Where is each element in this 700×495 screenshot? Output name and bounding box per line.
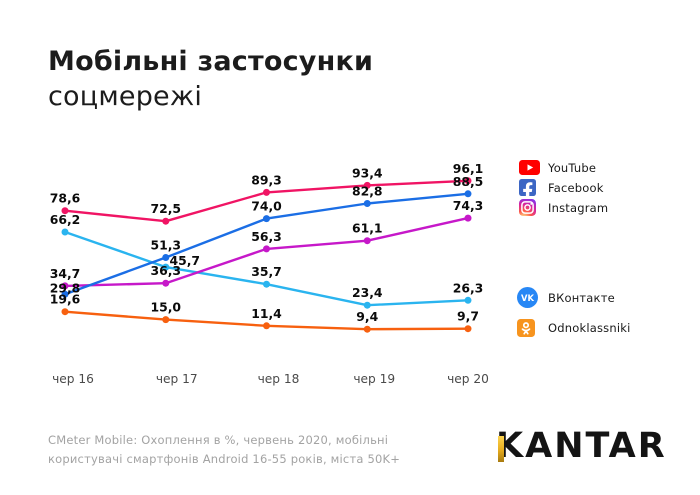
value-label: 9,7	[457, 309, 479, 324]
value-label: 78,6	[50, 191, 81, 206]
x-axis-label: чер 16	[52, 372, 94, 386]
legend-item-instagram: Instagram	[519, 199, 608, 216]
value-label: 11,4	[251, 306, 282, 321]
youtube-icon	[519, 160, 542, 175]
data-point-instagram	[263, 245, 270, 253]
source-note-line1: CMeter Mobile: Охоплення в %, червень 20…	[48, 433, 389, 447]
legend-label: YouTube	[548, 160, 597, 175]
x-axis-label: чер 17	[156, 372, 198, 386]
legend-item-youtube: YouTube	[519, 159, 608, 176]
legend-label: Instagram	[548, 200, 609, 215]
value-label: 89,3	[251, 172, 282, 187]
data-point-вконтакте	[464, 296, 472, 304]
x-axis-label: чер 20	[447, 372, 489, 386]
legend-label: ВКонтакте	[548, 290, 615, 305]
value-label: 61,1	[352, 221, 383, 236]
data-point-odnoklassniki	[363, 325, 371, 333]
value-label: 72,5	[150, 201, 181, 216]
value-label: 93,4	[352, 165, 383, 180]
legend-item-odnoklassniki: Odnoklassniki	[517, 317, 631, 338]
value-label: 82,8	[352, 184, 383, 199]
value-label: 15,0	[150, 300, 181, 315]
ok-icon	[517, 318, 542, 337]
value-label: 29,8	[50, 280, 81, 295]
data-point-odnoklassniki	[61, 308, 69, 316]
data-point-instagram	[363, 237, 371, 245]
data-point-youtube	[263, 188, 270, 196]
data-point-facebook	[464, 190, 472, 198]
kantar-logo: KANTAR	[496, 429, 667, 464]
value-label: 51,3	[150, 238, 181, 253]
value-label: 88,5	[453, 174, 484, 189]
data-point-вконтакте	[162, 263, 170, 271]
kantar-logo-text: KANTAR	[496, 426, 667, 466]
data-point-instagram	[61, 282, 69, 290]
data-point-вконтакте	[363, 301, 371, 309]
value-label: 45,7	[169, 253, 200, 268]
legend-group-1: VK ВКонтакте Odnoklassniki	[517, 287, 631, 338]
facebook-icon	[519, 179, 542, 196]
data-point-facebook	[162, 254, 170, 261]
value-label: 96,1	[453, 161, 484, 176]
data-point-facebook	[363, 200, 371, 207]
page-title-line1: Мобільні застосунки	[48, 46, 374, 77]
source-note: CMeter Mobile: Охоплення в %, червень 20…	[48, 431, 400, 469]
data-point-youtube	[363, 181, 371, 189]
data-point-facebook	[263, 215, 270, 223]
data-point-odnoklassniki	[263, 322, 270, 330]
value-label: 26,3	[453, 280, 484, 295]
value-label: 35,7	[251, 264, 282, 279]
kantar-logo-gold-bar	[497, 436, 504, 462]
data-point-вконтакте	[61, 228, 69, 236]
instagram-icon	[519, 199, 542, 216]
value-label: 56,3	[251, 229, 282, 244]
page-title-line2: соцмережі	[48, 81, 203, 112]
svg-text:VK: VK	[521, 293, 534, 303]
data-point-facebook	[61, 290, 69, 298]
vk-icon: VK	[517, 287, 542, 308]
value-label: 23,4	[352, 285, 383, 300]
value-label: 36,3	[150, 263, 181, 278]
data-point-odnoklassniki	[464, 325, 472, 333]
value-label: 74,0	[251, 199, 282, 214]
x-axis-label: чер 19	[353, 372, 395, 386]
page-title: Мобільні застосунки соцмережі	[48, 44, 373, 114]
data-point-youtube	[464, 177, 472, 185]
data-point-instagram	[464, 214, 472, 222]
data-point-instagram	[162, 279, 170, 287]
data-point-odnoklassniki	[162, 316, 170, 324]
legend-group-0: YouTube Facebook Instagram	[519, 159, 608, 216]
legend-item-вконтакте: VK ВКонтакте	[517, 287, 631, 308]
data-point-youtube	[162, 217, 170, 225]
value-label: 19,6	[50, 292, 81, 307]
data-point-вконтакте	[263, 280, 270, 288]
value-label: 9,4	[356, 309, 378, 324]
data-point-youtube	[61, 207, 69, 215]
legend-label: Facebook	[548, 180, 604, 195]
legend-label: Odnoklassniki	[548, 320, 631, 335]
legend-item-facebook: Facebook	[519, 179, 608, 196]
line-chart: чер 16 чер 17 чер 18 чер 19 чер 20 78,6 72,5 89…	[50, 161, 489, 386]
value-label: 66,2	[50, 212, 81, 227]
value-label: 74,3	[453, 198, 484, 213]
x-axis-label: чер 18	[258, 372, 300, 386]
value-label: 34,7	[50, 266, 81, 281]
source-note-line2: користувачі смартфонів Android 16-55 рок…	[48, 452, 401, 466]
